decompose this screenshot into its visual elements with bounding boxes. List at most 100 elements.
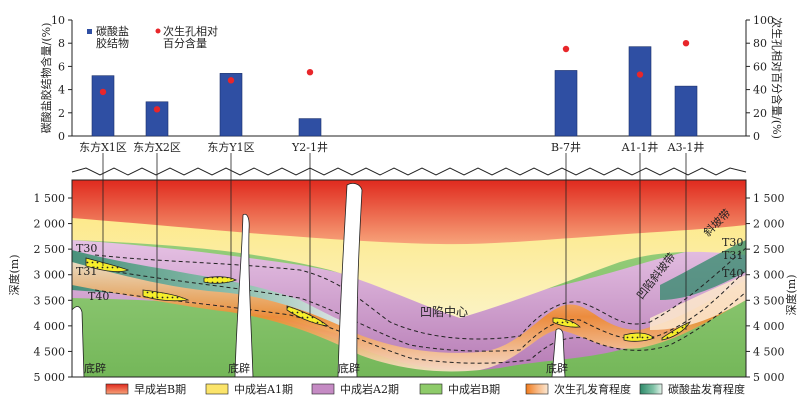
depth-tick-label: 3 000	[34, 269, 66, 282]
axis-break-line	[71, 167, 747, 176]
label-t30-left: T30	[76, 242, 97, 255]
x-tick-label: 东方X2区	[133, 140, 181, 154]
bar-1	[91, 75, 115, 137]
legend-swatch-early-b	[105, 383, 129, 395]
depth-tick-label: 2 500	[34, 243, 66, 256]
sand-lens	[203, 276, 237, 284]
bar-6	[628, 46, 652, 137]
legend-swatch-carbonate	[639, 383, 663, 395]
porosity-band	[72, 262, 746, 372]
x-tick-label: 东方Y1区	[207, 140, 254, 154]
dot-5	[562, 45, 570, 53]
right-y-tick-label: 80	[753, 37, 767, 50]
legend-label-mid-a2: 中成岩A2期	[340, 382, 399, 396]
depth-tick-label: 2 000	[34, 218, 66, 231]
legend-swatch-mid-b	[419, 383, 443, 395]
bar-series	[91, 46, 698, 137]
right-y-axis-title: 次生孔相对百分含量/(%)	[770, 17, 784, 139]
label-diapir: 底辟	[84, 361, 106, 375]
dot-1	[99, 88, 107, 96]
cross-section	[72, 180, 746, 377]
left-y-ticks: 0 2 4 6 8 10	[51, 14, 72, 143]
legend-dot-label-2: 百分含量	[163, 36, 207, 50]
right-y-tick-label: 60	[753, 60, 767, 73]
legend-label-mid-a1: 中成岩A1期	[234, 382, 293, 396]
top-chart: 0 2 4 6 8 10 0 20 40 60 80 100 东方X1区 东方X2区 东方Y1区 Y2-1…	[39, 14, 784, 154]
right-y-tick-label: 100	[753, 14, 774, 27]
label-diapir: 底辟	[228, 361, 250, 375]
depth-tick-label: 3 500	[34, 294, 66, 307]
label-depression-center: 凹陷中心	[420, 304, 468, 319]
sand-lenses	[85, 257, 691, 342]
x-tick-label: A1-1井	[621, 140, 659, 154]
well-lines	[102, 180, 687, 338]
dot-7	[682, 40, 690, 47]
legend-label-early-b: 早成岩B期	[134, 382, 186, 396]
legend-swatch-mid-a2	[311, 383, 335, 395]
dot-2	[153, 106, 161, 113]
diapirs	[72, 183, 566, 377]
x-tick-label: 东方X1区	[79, 140, 127, 154]
depth-tick-label: 1 500	[34, 192, 66, 205]
sand-lens	[623, 332, 655, 342]
carbonate-band-right	[660, 240, 746, 300]
left-y-tick-label: 8	[58, 37, 65, 50]
legend-swatch-porosity	[525, 383, 549, 395]
depth-tick-label: 3 500	[753, 294, 785, 307]
zone-early-b	[72, 180, 746, 245]
dot-3	[227, 77, 235, 84]
porosity-lens-right	[650, 275, 746, 330]
label-t30-right: T30	[722, 236, 743, 249]
well-connectors	[102, 153, 687, 180]
legend-dot-swatch	[155, 28, 161, 34]
depth-tick-label: 3 000	[753, 269, 785, 282]
right-y-ticks: 0 20 40 60 80 100	[746, 14, 774, 143]
depth-ticks-left: 1 500 2 000 2 500 3 000 3 500 4 000 4 500 5 000	[34, 192, 72, 384]
bar-2	[145, 101, 169, 137]
dot-6	[636, 71, 644, 78]
label-diapir: 底辟	[546, 361, 568, 375]
section-frame	[71, 179, 747, 378]
diapir	[234, 213, 254, 377]
diapir	[72, 306, 85, 377]
diapir	[337, 183, 363, 377]
left-y-tick-label: 2	[58, 107, 65, 120]
depth-tick-label: 2 500	[753, 243, 785, 256]
diapir	[551, 328, 566, 377]
label-t31-right: T31	[722, 249, 743, 262]
right-y-tick-label: 0	[753, 130, 760, 143]
legend-label-porosity: 次生孔发育程度	[554, 382, 631, 396]
horizon-t30	[94, 247, 746, 340]
x-tick-label: B-7井	[551, 140, 581, 154]
legend-label-mid-b: 中成岩B期	[448, 382, 500, 396]
sand-lens	[85, 257, 130, 273]
right-y-tick-label: 20	[753, 107, 767, 120]
left-y-axis-title: 碳酸盐胶结物含量/(%)	[39, 23, 53, 134]
depth-tick-label: 4 000	[753, 320, 785, 333]
legend-swatch-mid-a1	[205, 383, 229, 395]
legend-bar-swatch	[87, 29, 92, 34]
x-tick-label: A3-1井	[667, 140, 705, 154]
dot-series	[99, 40, 690, 113]
bar-4	[298, 118, 322, 137]
label-t40-right: T40	[722, 267, 743, 280]
bottom-legend: 早成岩B期 中成岩A1期 中成岩A2期 中成岩B期 次生孔发育程度 碳酸盐发育程…	[105, 382, 745, 396]
zone-mid-a1	[72, 215, 746, 318]
bar-7	[674, 85, 698, 137]
depth-tick-label: 1 500	[753, 192, 785, 205]
left-y-tick-label: 4	[58, 84, 65, 97]
x-tick-label: Y2-1井	[291, 140, 328, 154]
depth-axis-title-left: 深度(m)	[7, 254, 21, 295]
top-legend: 碳酸盐 胶结物 次生孔相对 百分含量	[87, 24, 218, 50]
depth-tick-label: 5 000	[753, 371, 785, 384]
left-y-tick-label: 0	[58, 130, 65, 143]
legend-label-carbonate: 碳酸盐发育程度	[668, 382, 745, 396]
depth-tick-label: 2 000	[753, 218, 785, 231]
depth-tick-label: 4 000	[34, 320, 66, 333]
horizon-t31	[94, 267, 746, 352]
depth-tick-label: 4 500	[34, 345, 66, 358]
depth-axis-title-right: 深度(m)	[784, 274, 798, 315]
left-y-tick-label: 6	[58, 60, 65, 73]
